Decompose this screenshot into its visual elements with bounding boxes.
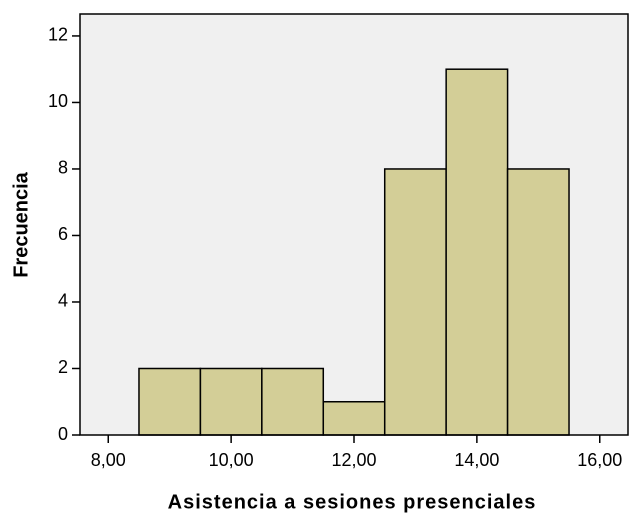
y-tick-label: 2: [58, 357, 68, 377]
y-tick-label: 0: [58, 424, 68, 444]
bar: [138, 367, 202, 436]
y-tick-label: 12: [48, 25, 68, 45]
bar: [261, 367, 325, 436]
x-tick-label: 10,00: [209, 450, 254, 470]
y-tick-label: 8: [58, 158, 68, 178]
y-axis-label: Frecuencia: [10, 171, 32, 277]
x-tick-label: 16,00: [577, 450, 622, 470]
bar: [506, 168, 570, 436]
y-tick-label: 6: [58, 224, 68, 244]
bar: [322, 400, 386, 436]
x-tick-label: 8,00: [91, 450, 126, 470]
bar: [199, 367, 263, 436]
x-tick-label: 14,00: [454, 450, 499, 470]
y-tick-label: 10: [48, 91, 68, 111]
bar: [445, 68, 509, 436]
x-axis-label: Asistencia a sesiones presenciales: [168, 491, 537, 513]
bar: [383, 168, 447, 436]
x-tick-label: 12,00: [331, 450, 376, 470]
y-tick-label: 4: [58, 291, 68, 311]
